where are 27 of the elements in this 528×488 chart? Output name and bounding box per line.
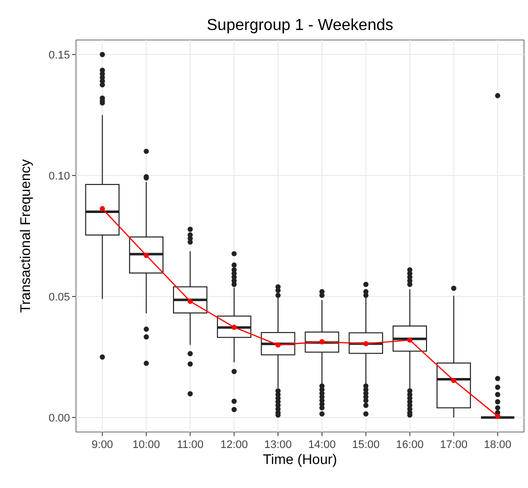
- point: [451, 378, 456, 384]
- x-tick-label: 14:00: [308, 439, 336, 451]
- y-tick-label: 0.05: [48, 291, 70, 304]
- x-tick-label: 13:00: [264, 439, 292, 451]
- point: [144, 252, 149, 258]
- x-tick-label: 16:00: [396, 439, 424, 451]
- y-tick-label: 0.15: [48, 49, 70, 62]
- chart-title: Supergroup 1 - Weekends: [206, 17, 394, 34]
- x-tick-label: 12:00: [220, 439, 248, 451]
- x-tick-label: 17:00: [440, 439, 468, 451]
- x-axis-title: Time (Hour): [262, 451, 338, 467]
- point: [188, 298, 193, 304]
- point: [232, 324, 237, 330]
- point: [495, 414, 500, 419]
- point: [100, 206, 105, 212]
- y-tick-label: 0.10: [48, 170, 70, 182]
- x-tick-label: 11:00: [176, 439, 204, 451]
- x-tick-label: 15:00: [352, 439, 380, 451]
- y-tick-label: 0.00: [48, 412, 70, 424]
- x-tick-label: 18:00: [484, 439, 512, 451]
- x-tick-label: 10:00: [132, 439, 160, 451]
- point: [407, 337, 412, 343]
- point: [363, 341, 368, 346]
- x-tick-label: 9:00: [92, 439, 114, 451]
- point: [275, 342, 281, 348]
- point: [319, 339, 325, 344]
- y-axis-title: Transactional Frequency: [17, 159, 33, 313]
